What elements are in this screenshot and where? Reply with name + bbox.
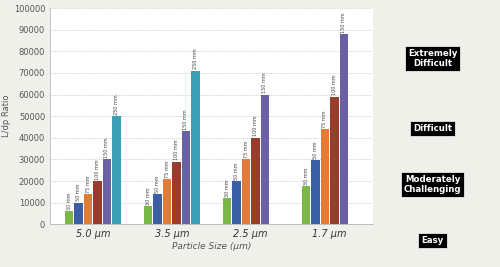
Text: Extremely
Difficult: Extremely Difficult bbox=[408, 49, 457, 68]
Text: 100 mm: 100 mm bbox=[95, 159, 100, 180]
Text: 30 mm: 30 mm bbox=[66, 193, 71, 210]
Text: 75 mm: 75 mm bbox=[322, 110, 328, 128]
Text: 30 mm: 30 mm bbox=[224, 179, 230, 197]
Bar bbox=[222, 198, 232, 224]
Text: Difficult: Difficult bbox=[413, 124, 452, 133]
Text: 100 mm: 100 mm bbox=[174, 140, 179, 160]
Text: 150 mm: 150 mm bbox=[342, 12, 346, 33]
Text: 150 mm: 150 mm bbox=[104, 138, 110, 158]
Text: 50 mm: 50 mm bbox=[155, 175, 160, 193]
Bar bbox=[93, 181, 102, 224]
Text: 50 mm: 50 mm bbox=[234, 162, 239, 180]
Bar bbox=[311, 160, 320, 224]
Text: 100 mm: 100 mm bbox=[332, 75, 337, 95]
Text: 75 mm: 75 mm bbox=[164, 160, 170, 178]
Text: 150 mm: 150 mm bbox=[184, 109, 188, 130]
Bar bbox=[232, 181, 241, 224]
Bar bbox=[144, 206, 152, 224]
Bar bbox=[251, 138, 260, 224]
Bar bbox=[302, 186, 310, 224]
Bar bbox=[102, 159, 112, 224]
Text: Moderately
Challenging: Moderately Challenging bbox=[404, 175, 461, 194]
Bar bbox=[74, 203, 83, 224]
Bar bbox=[330, 97, 339, 224]
Text: 75 mm: 75 mm bbox=[244, 141, 248, 158]
Bar bbox=[84, 194, 92, 224]
Bar bbox=[112, 116, 121, 224]
Text: 250 mm: 250 mm bbox=[114, 94, 119, 115]
Text: 100 mm: 100 mm bbox=[253, 116, 258, 136]
Y-axis label: L/dp Ratio: L/dp Ratio bbox=[2, 95, 11, 138]
Text: 50 mm: 50 mm bbox=[76, 184, 81, 201]
Bar bbox=[320, 129, 330, 224]
Bar bbox=[340, 34, 348, 224]
Bar bbox=[172, 162, 181, 224]
X-axis label: Particle Size (μm): Particle Size (μm) bbox=[172, 242, 251, 251]
Text: 250 mm: 250 mm bbox=[193, 49, 198, 69]
Text: Easy: Easy bbox=[422, 236, 444, 245]
Bar bbox=[242, 159, 250, 224]
Bar bbox=[182, 131, 190, 224]
Text: 30 mm: 30 mm bbox=[146, 187, 150, 205]
Bar bbox=[191, 71, 200, 224]
Text: 75 mm: 75 mm bbox=[86, 175, 90, 193]
Bar bbox=[64, 211, 74, 224]
Text: 30 mm: 30 mm bbox=[304, 168, 308, 185]
Bar bbox=[260, 95, 270, 224]
Text: 150 mm: 150 mm bbox=[262, 73, 268, 93]
Bar bbox=[153, 194, 162, 224]
Bar bbox=[162, 179, 172, 224]
Text: 50 mm: 50 mm bbox=[313, 142, 318, 159]
